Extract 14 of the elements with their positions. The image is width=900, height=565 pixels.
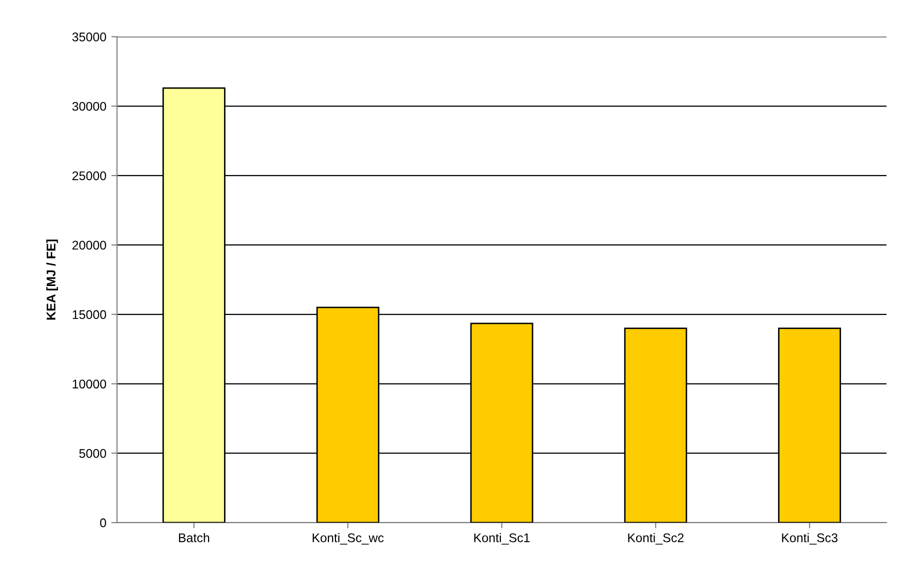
y-tick-label: 5000 [79, 449, 106, 458]
y-tick-label: 0 [100, 518, 106, 528]
y-tick-label: 25000 [72, 171, 106, 180]
y-tick-label: 35000 [72, 32, 106, 42]
x-tick-label: Batch [178, 533, 210, 542]
x-tick-label: Konti_Sc1 [474, 533, 530, 545]
y-tick-label: 30000 [72, 102, 106, 111]
x-tick-label: Konti_Sc2 [628, 533, 684, 545]
y-tick-label: 20000 [72, 240, 106, 250]
y-tick-label: 15000 [72, 310, 106, 320]
x-tick-label: Konti_Sc3 [782, 533, 838, 545]
y-axis-title: KEA [MJ / FE] [46, 240, 58, 320]
x-tick-label: Konti_Sc_wc [312, 533, 384, 545]
y-tick-label: 10000 [72, 380, 106, 388]
